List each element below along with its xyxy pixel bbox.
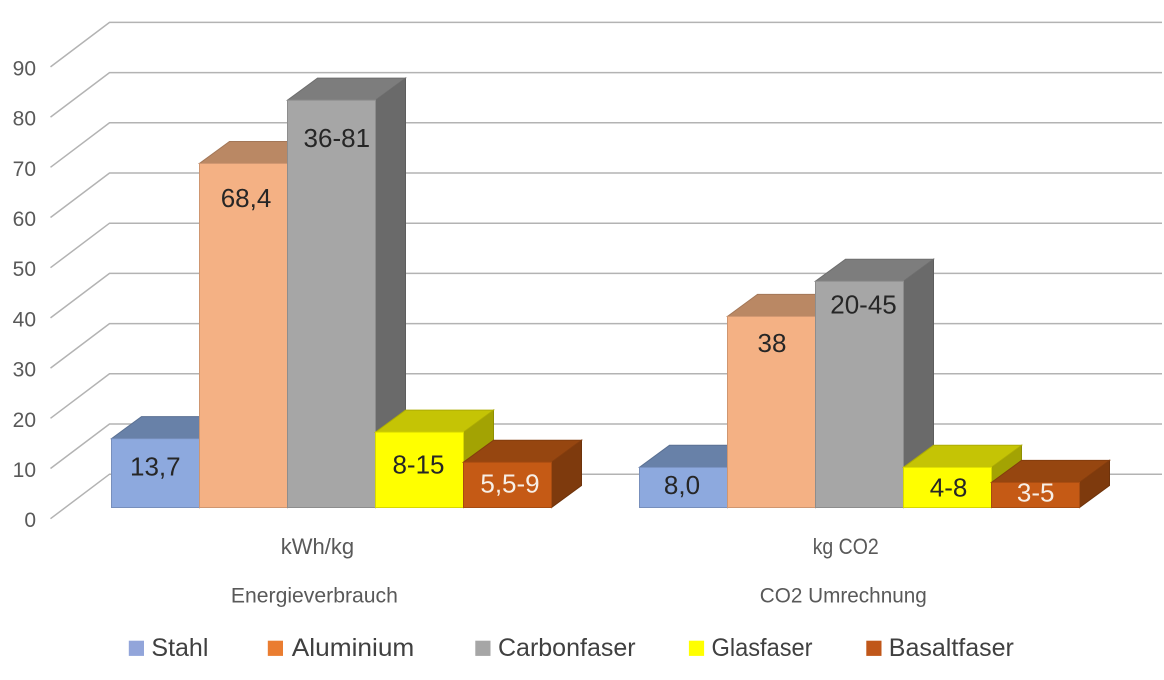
svg-text:20: 20 <box>13 409 36 432</box>
svg-text:Glasfaser: Glasfaser <box>712 634 813 662</box>
svg-text:68,4: 68,4 <box>221 183 272 213</box>
svg-text:10: 10 <box>13 459 36 482</box>
svg-text:3-5: 3-5 <box>1017 477 1055 507</box>
svg-text:13,7: 13,7 <box>130 452 181 482</box>
svg-text:kg CO2: kg CO2 <box>813 534 879 559</box>
svg-text:Basaltfaser: Basaltfaser <box>889 634 1014 662</box>
svg-text:CO2 Umrechnung: CO2 Umrechnung <box>760 584 927 608</box>
svg-text:8,0: 8,0 <box>664 470 700 500</box>
svg-text:60: 60 <box>13 208 36 231</box>
svg-text:Aluminium: Aluminium <box>292 634 415 662</box>
svg-text:0: 0 <box>24 509 36 532</box>
svg-text:Stahl: Stahl <box>151 634 208 662</box>
svg-text:8-15: 8-15 <box>392 450 444 480</box>
svg-text:Energieverbrauch: Energieverbrauch <box>231 584 398 608</box>
svg-text:Carbonfaser: Carbonfaser <box>498 634 636 662</box>
svg-text:38: 38 <box>758 328 787 358</box>
svg-text:80: 80 <box>13 108 36 131</box>
svg-text:36-81: 36-81 <box>304 123 371 153</box>
svg-text:30: 30 <box>13 359 36 382</box>
svg-text:90: 90 <box>13 57 36 80</box>
svg-text:40: 40 <box>13 308 36 331</box>
svg-text:70: 70 <box>13 158 36 181</box>
svg-text:5,5-9: 5,5-9 <box>480 469 539 499</box>
svg-text:20-45: 20-45 <box>830 290 897 320</box>
svg-text:kWh/kg: kWh/kg <box>281 534 354 559</box>
svg-text:4-8: 4-8 <box>930 473 968 503</box>
svg-text:50: 50 <box>13 258 36 281</box>
